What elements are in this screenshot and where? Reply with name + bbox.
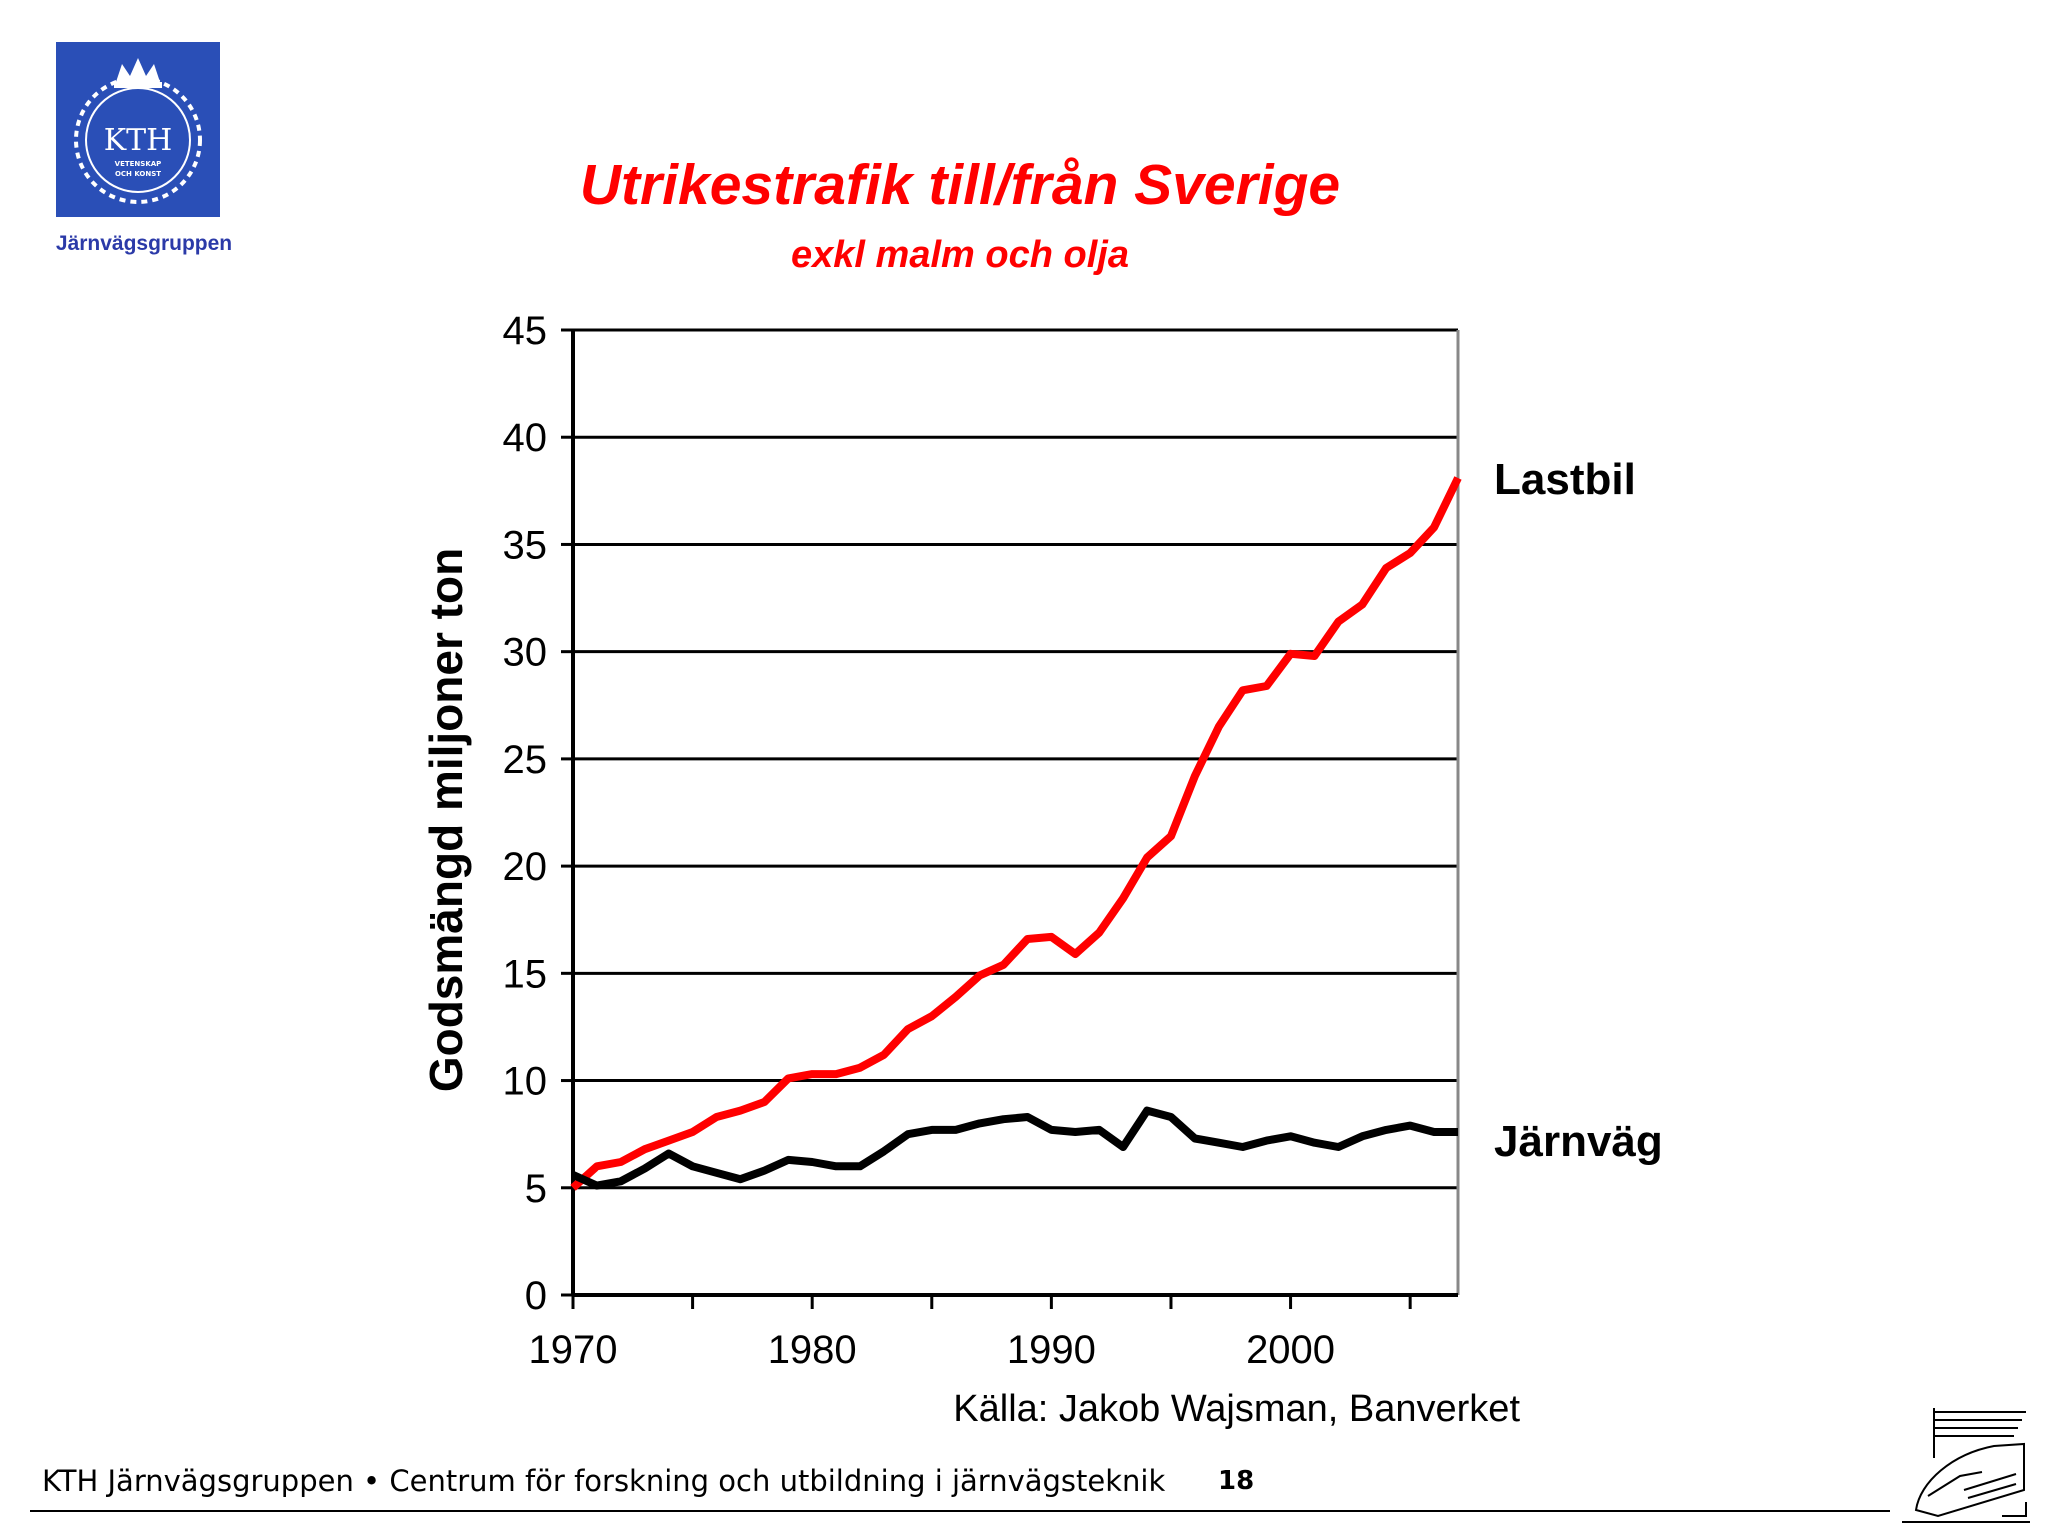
- kth-crest-icon: KTH VETENSKAP OCH KONST: [74, 58, 202, 204]
- y-tick-label: 30: [503, 631, 548, 675]
- axes: [561, 328, 1460, 1309]
- series-line-2: [571, 1106, 1458, 1190]
- series-label-1: Lastbil: [1494, 455, 1636, 504]
- footer-text: KTH Järnvägsgruppen • Centrum för forskn…: [42, 1464, 1166, 1498]
- y-tick-label: 15: [503, 952, 548, 996]
- logo-text: KTH: [104, 123, 173, 158]
- page-number: 18: [1218, 1466, 1255, 1496]
- x-tick-label: 1970: [529, 1328, 618, 1372]
- series-lines: [570, 476, 1462, 1191]
- y-axis-label: Godsmängd miljoner ton: [420, 548, 472, 1092]
- y-tick-label: 45: [503, 309, 548, 353]
- grid-lines: [573, 328, 1458, 1190]
- y-tick-label: 20: [503, 845, 548, 889]
- y-tick-label: 35: [503, 523, 548, 567]
- train-icon: [1902, 1408, 2030, 1523]
- logo-caption: Järnvägsgruppen: [55, 232, 233, 255]
- y-tick-label: 10: [503, 1060, 548, 1104]
- y-tick-label: 25: [503, 738, 548, 782]
- x-tick-label: 2000: [1246, 1328, 1335, 1372]
- series-label-2: Järnväg: [1494, 1117, 1663, 1166]
- chart-source: Källa: Jakob Wajsman, Banverket: [953, 1388, 1520, 1430]
- chart-subtitle: exkl malm och olja: [791, 234, 1129, 276]
- y-tick-label: 0: [525, 1274, 547, 1318]
- chart-title: Utrikestrafik till/från Sverige: [579, 153, 1341, 217]
- logo-subtext-2: OCH KONST: [115, 170, 161, 178]
- axis-labels: 0 5 10 15 20 25 30 35 40 45 1970 1980 1990 2000 Lastbi…: [503, 309, 1663, 1372]
- logo-subtext-1: VETENSKAP: [115, 160, 162, 168]
- kth-logo: KTH VETENSKAP OCH KONST: [56, 42, 220, 217]
- x-tick-label: 1990: [1007, 1328, 1096, 1372]
- y-tick-label: 40: [503, 416, 548, 460]
- x-tick-label: 1980: [768, 1328, 857, 1372]
- footer-divider: [30, 1510, 1890, 1512]
- series-line-1: [570, 476, 1462, 1191]
- y-tick-label: 5: [525, 1167, 547, 1211]
